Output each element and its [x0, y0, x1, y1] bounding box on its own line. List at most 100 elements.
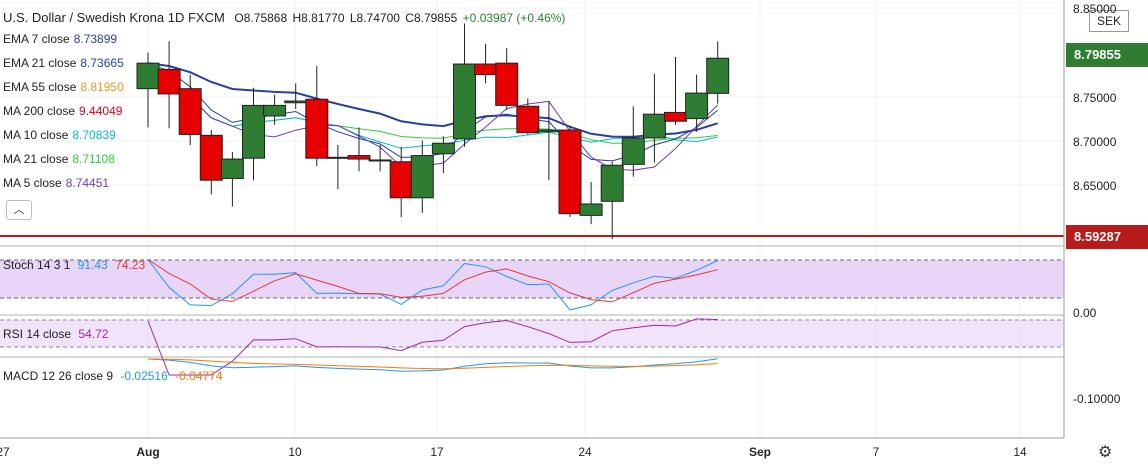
stoch-k-value: 91.43	[77, 258, 108, 272]
candle-body	[284, 100, 308, 104]
currency-label[interactable]: SEK	[1089, 10, 1129, 32]
indicator-value: 8.74451	[65, 176, 110, 190]
candle	[410, 140, 434, 213]
indicator-value: 8.71108	[72, 152, 115, 166]
candle-body	[368, 159, 392, 162]
candle-body	[178, 88, 202, 135]
rsi-label: RSI 14 close	[3, 327, 72, 341]
indicator-value: 8.81950	[80, 80, 124, 94]
price-tick: 8.70000	[1073, 135, 1117, 149]
candle-body	[664, 111, 687, 122]
candle	[347, 127, 371, 172]
indicator-legend-item[interactable]: MA 5 close 8.74451	[3, 176, 109, 190]
candle-body	[537, 129, 561, 133]
indicator-legend-item[interactable]: EMA 55 close 8.81950	[3, 80, 124, 94]
candle	[305, 65, 329, 167]
price-tick: 8.75000	[1073, 91, 1117, 105]
candle-body	[410, 155, 434, 199]
indicator-label: MA 200 close	[3, 104, 76, 118]
price-tick: 8.65000	[1073, 179, 1117, 193]
candle-body	[516, 105, 540, 134]
candle-body	[431, 142, 455, 155]
candle	[178, 74, 202, 145]
candle-body	[220, 158, 244, 179]
indicator-value: 8.73899	[73, 32, 118, 46]
indicator-label: MA 21 close	[3, 152, 69, 166]
candle-body	[558, 129, 582, 215]
candle-body	[495, 62, 519, 106]
candle-body	[453, 63, 476, 140]
candle-body	[621, 137, 645, 165]
candle	[389, 146, 413, 218]
ohlc-readout: O8.75868 H8.81770 L8.74700 C8.79855 +0.0…	[234, 11, 567, 25]
candle-body	[263, 104, 287, 117]
rsi-band	[0, 320, 1064, 347]
grid-lines	[0, 0, 1064, 438]
rsi-value: 54.72	[78, 327, 109, 341]
time-tick: 14	[1013, 445, 1027, 459]
price-tick: 8.85000	[1073, 2, 1117, 16]
rsi-line	[147, 318, 718, 376]
indicator-value: 8.73665	[80, 56, 124, 70]
macd-signal-line	[147, 358, 718, 370]
candle	[199, 130, 223, 195]
support-level-tag: 8.59287	[1066, 225, 1148, 249]
candle	[558, 125, 582, 218]
candlestick-series[interactable]	[136, 23, 730, 240]
indicator-legend-item[interactable]: MA 10 close 8.70839	[3, 128, 116, 142]
time-tick: 7	[872, 445, 880, 459]
open-value: O8.75868	[234, 11, 288, 25]
candle-body	[242, 104, 265, 159]
candle-body	[579, 203, 603, 216]
low-value: L8.74700	[349, 11, 400, 25]
stoch-k-line	[147, 259, 718, 311]
candle-body	[326, 156, 350, 159]
rsi-legend: RSI 14 close 54.72	[3, 327, 108, 341]
candle-body	[157, 68, 181, 95]
indicator-label: MA 5 close	[3, 176, 62, 190]
candle-body	[474, 63, 498, 76]
candle-body	[685, 92, 709, 120]
candle	[242, 87, 265, 181]
indicator-legend-item[interactable]: MA 200 close 9.44049	[3, 104, 122, 118]
stoch-d-line	[147, 259, 718, 303]
candle	[579, 181, 603, 225]
candle-body	[706, 57, 730, 94]
time-tick: 27	[0, 445, 10, 459]
macd-label: MACD 12 26 close 9	[3, 369, 114, 383]
indicator-label: MA 10 close	[3, 128, 69, 142]
indicator-legend-item[interactable]: EMA 7 close 8.73899	[3, 32, 117, 46]
candle-body	[642, 113, 666, 139]
candle	[600, 161, 624, 240]
chart-title: U.S. Dollar / Swedish Krona 1D FXCM O8.7…	[3, 10, 567, 25]
collapse-legend-button[interactable]: ︿	[6, 200, 32, 220]
time-tick: 17	[430, 445, 444, 459]
macd-value: -0.02516	[120, 369, 168, 383]
macd-signal-value: -0.04774	[175, 369, 223, 383]
candle-body	[389, 161, 413, 199]
candle	[516, 98, 540, 135]
high-value: H8.81770	[292, 11, 345, 25]
indicator-legend-item[interactable]: EMA 21 close 8.73665	[3, 56, 124, 70]
candle	[621, 106, 645, 177]
candle	[220, 152, 244, 207]
stoch-legend: Stoch 14 3 1 91.43 74.23	[3, 258, 145, 272]
settings-gear-icon[interactable]: ⚙	[1098, 444, 1113, 461]
candle-body	[600, 164, 624, 202]
candle-body	[305, 98, 329, 159]
candle	[642, 73, 666, 163]
macd-legend: MACD 12 26 close 9 -0.02516 -0.04774	[3, 369, 223, 383]
indicator-label: EMA 21 close	[3, 56, 77, 70]
indicator-label: EMA 7 close	[3, 32, 70, 46]
candle	[431, 136, 455, 174]
candle	[706, 41, 730, 104]
stoch-label: Stoch 14 3 1	[3, 258, 71, 272]
indicator-label: EMA 55 close	[3, 80, 77, 94]
indicator-legend-item[interactable]: MA 21 close 8.71108	[3, 152, 115, 166]
stoch-d-value: 74.23	[115, 258, 146, 272]
candle	[453, 23, 476, 147]
candle-body	[347, 155, 371, 160]
last-price-tag: 8.79855	[1066, 43, 1148, 67]
time-tick: 24	[578, 445, 592, 459]
